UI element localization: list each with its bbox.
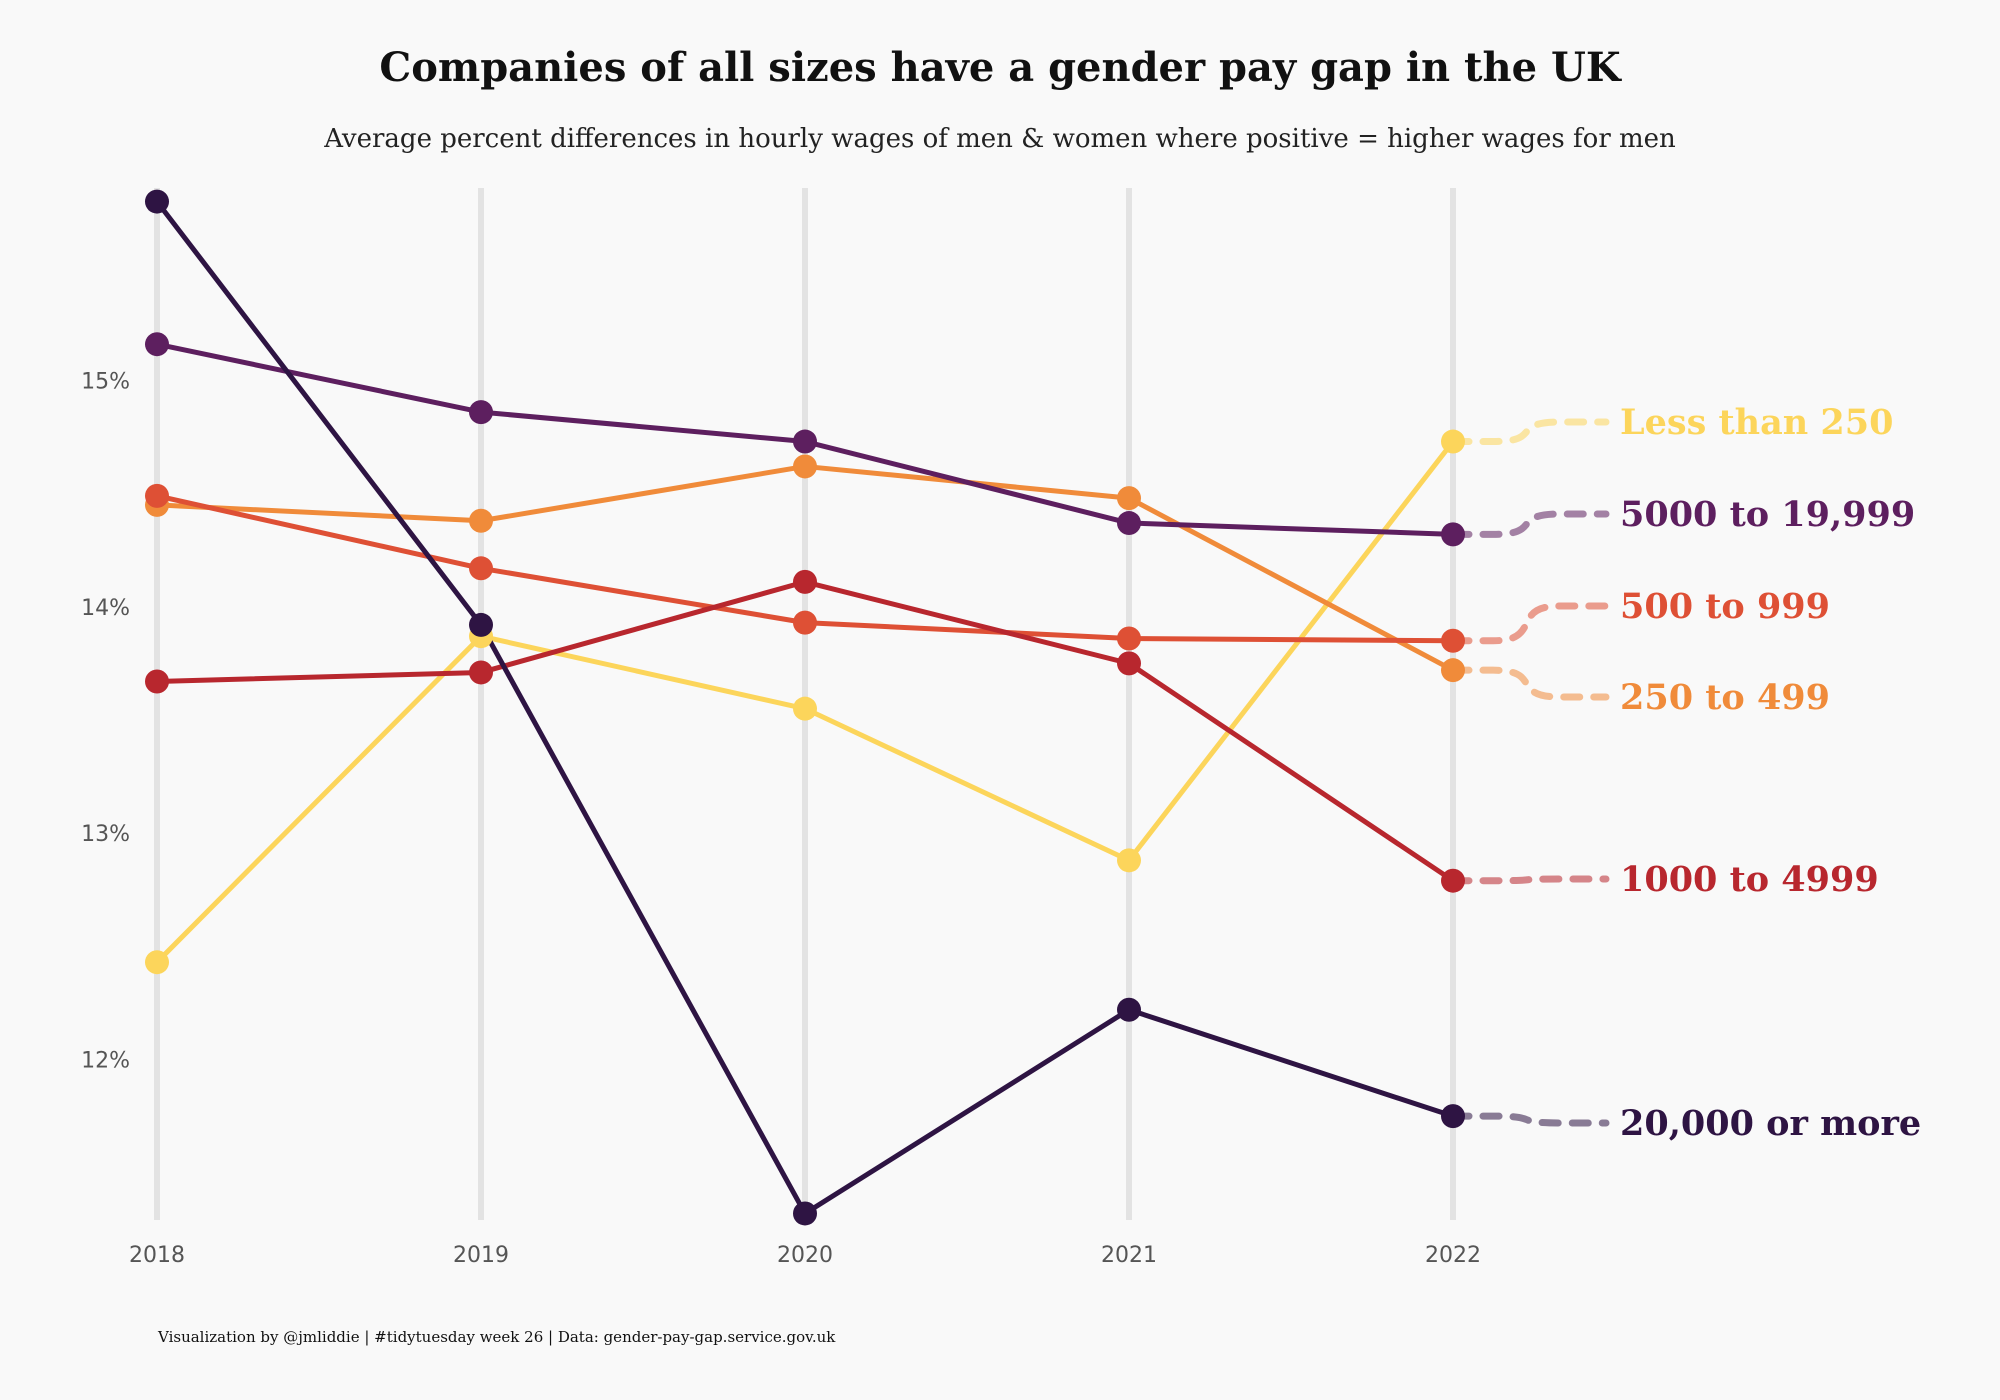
data-point	[793, 1201, 817, 1226]
chart-title: Companies of all sizes have a gender pay…	[379, 44, 1621, 91]
y-tick-label: 13%	[81, 822, 130, 847]
chart-subtitle: Average percent differences in hourly wa…	[324, 124, 1676, 154]
data-point	[145, 669, 169, 694]
data-point	[145, 950, 169, 975]
data-point	[1441, 868, 1465, 893]
series-label: 1000 to 4999	[1620, 859, 1879, 900]
data-point	[145, 332, 169, 357]
data-point	[469, 660, 493, 685]
x-tick-label: 2021	[1101, 1243, 1157, 1268]
data-point	[469, 508, 493, 533]
data-point	[1441, 429, 1465, 454]
y-tick-label: 12%	[81, 1049, 130, 1074]
label-connector	[1449, 666, 1610, 701]
series-label: 250 to 499	[1620, 677, 1830, 718]
data-point	[1117, 997, 1141, 1022]
x-tick-label: 2018	[129, 1243, 185, 1268]
series-label: 20,000 or more	[1620, 1103, 1921, 1144]
series-label: 500 to 999	[1620, 586, 1830, 627]
x-tick-label: 2022	[1425, 1243, 1481, 1268]
label-connector	[1449, 418, 1610, 446]
data-point	[793, 696, 817, 721]
y-tick-label: 14%	[81, 596, 130, 621]
data-point	[469, 612, 493, 637]
data-point	[1117, 626, 1141, 651]
x-tick-label: 2020	[777, 1243, 833, 1268]
data-point	[793, 429, 817, 454]
data-point	[1441, 1104, 1465, 1129]
data-point	[469, 400, 493, 425]
series-label: 5000 to 19,999	[1620, 494, 1915, 535]
y-tick-label: 15%	[81, 369, 130, 394]
label-connector	[1449, 875, 1610, 885]
data-point	[1117, 848, 1141, 873]
data-point	[1441, 522, 1465, 547]
label-connector	[1449, 510, 1610, 538]
label-connector	[1449, 1112, 1610, 1127]
x-tick-label: 2019	[453, 1243, 509, 1268]
data-point	[145, 189, 169, 214]
data-point	[1117, 511, 1141, 536]
data-point	[1117, 651, 1141, 676]
data-point	[469, 556, 493, 581]
label-connector	[1449, 602, 1610, 645]
data-point	[793, 569, 817, 594]
data-point	[145, 483, 169, 508]
data-point	[1441, 658, 1465, 683]
chart-caption: Visualization by @jmliddie | #tidytuesda…	[158, 1328, 836, 1346]
data-point	[1117, 486, 1141, 511]
data-point	[793, 454, 817, 479]
series-label: Less than 250	[1620, 402, 1893, 443]
data-point	[1441, 628, 1465, 653]
data-point	[793, 610, 817, 635]
